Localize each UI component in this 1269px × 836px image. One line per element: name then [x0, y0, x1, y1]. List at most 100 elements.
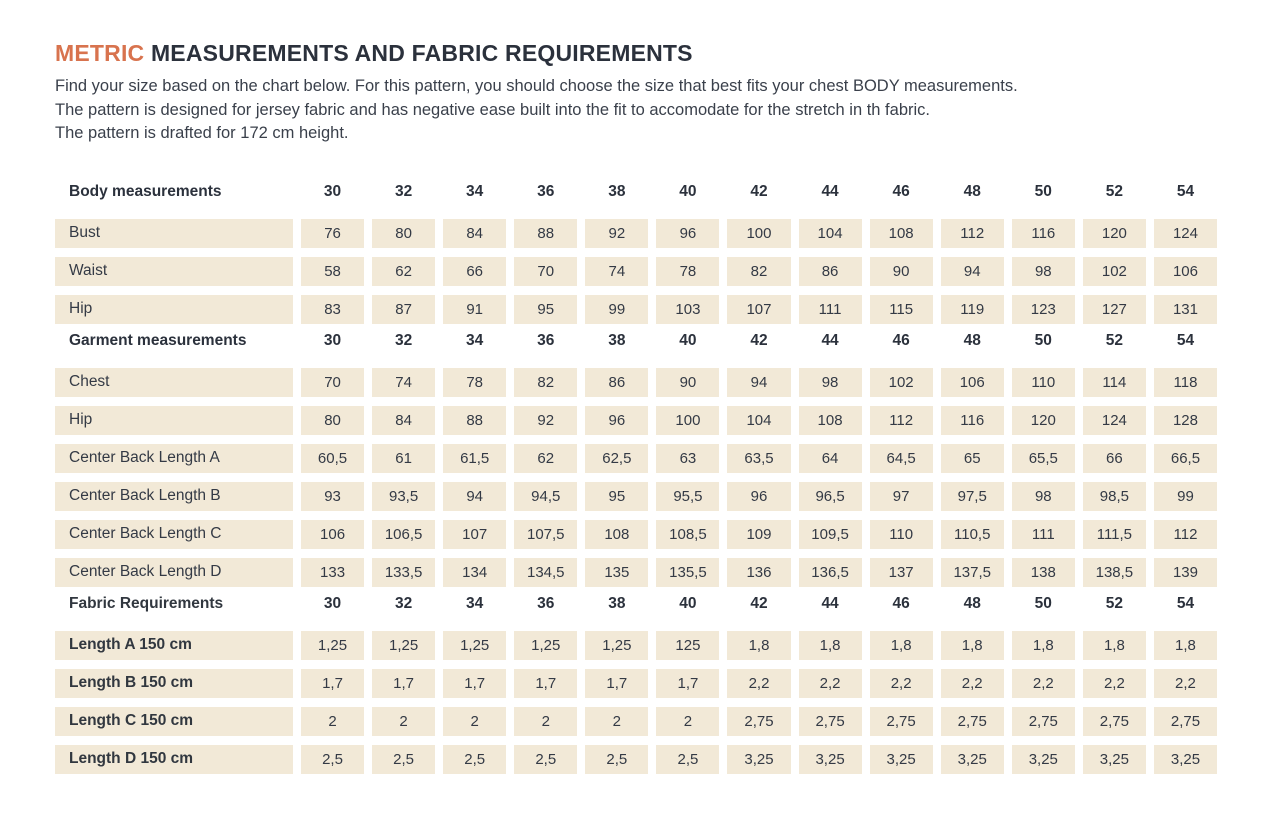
- size-column-header: 50: [1034, 595, 1052, 612]
- table-row: Length A 150 cm 1,25 1,25 1,25 1,25 1,25 125 1,…: [55, 630, 1217, 660]
- table-row: Hip 83 87 91 95 99 103 107 111 115 119 123 127 131: [55, 294, 1217, 324]
- value-cell: 78: [656, 256, 720, 286]
- value-cell: 90: [656, 367, 720, 397]
- value-cell: 1,25: [514, 630, 578, 660]
- value-cell: 91: [443, 294, 507, 324]
- value-cell: 108: [869, 218, 933, 248]
- value-cell: 95: [585, 481, 649, 511]
- value-cell: 2,5: [514, 744, 578, 774]
- value-cell: 2: [301, 706, 365, 736]
- value-cell: 1,25: [372, 630, 436, 660]
- value-cell: 3,25: [727, 744, 791, 774]
- value-cell: 110: [1011, 367, 1075, 397]
- value-cell: 1,8: [798, 630, 862, 660]
- size-column-header: 42: [750, 332, 768, 349]
- value-cell: 95,5: [656, 481, 720, 511]
- value-cell: 65,5: [1011, 443, 1075, 473]
- section-header-row: Garment measurements 30 32 34 36 38 40 42 44 46 48…: [55, 327, 1217, 356]
- value-cell: 80: [301, 405, 365, 435]
- value-cell: 1,25: [443, 630, 507, 660]
- value-cell: 65: [940, 443, 1004, 473]
- value-cell: 1,8: [1011, 630, 1075, 660]
- size-column-header: 52: [1105, 332, 1123, 349]
- size-column-header: 32: [394, 332, 413, 349]
- size-column-header: 46: [892, 183, 910, 200]
- table-row: Center Back Length B 93 93,5 94 94,5 95 95,5 96…: [55, 481, 1217, 511]
- size-column-header: 34: [466, 595, 484, 612]
- value-cell: 120: [1011, 405, 1075, 435]
- value-cell: 1,7: [585, 668, 649, 698]
- value-cell: 86: [798, 256, 862, 286]
- size-column-header: 46: [892, 595, 910, 612]
- size-column-header: 30: [323, 332, 342, 349]
- table-row: Bust 76 80 84 88 92 96 100 104 108 112 116 120 124: [55, 218, 1217, 248]
- section-header-row: Body measurements 30 32 34 36 38 40 42 44 46 48 50 5…: [55, 178, 1217, 207]
- value-cell: 2: [514, 706, 578, 736]
- size-column-header: 54: [1176, 332, 1195, 349]
- value-cell: 2,2: [940, 668, 1004, 698]
- size-column-header: 38: [608, 595, 626, 612]
- value-cell: 99: [1153, 481, 1217, 511]
- value-cell: 94,5: [514, 481, 578, 511]
- value-cell: 138,5: [1082, 557, 1146, 587]
- value-cell: 94: [940, 256, 1004, 286]
- size-column-header: 52: [1105, 595, 1123, 612]
- value-cell: 63: [656, 443, 720, 473]
- value-cell: 107,5: [514, 519, 578, 549]
- value-cell: 107: [443, 519, 507, 549]
- value-cell: 62: [372, 256, 436, 286]
- value-cell: 134: [443, 557, 507, 587]
- value-cell: 2,75: [798, 706, 862, 736]
- value-cell: 1,7: [656, 668, 720, 698]
- value-cell: 64,5: [869, 443, 933, 473]
- value-cell: 106: [940, 367, 1004, 397]
- table-row: Center Back Length D 133 133,5 134 134,5 135 1…: [55, 557, 1217, 587]
- value-cell: 125: [656, 630, 720, 660]
- size-column-header: 38: [608, 332, 626, 349]
- value-cell: 2: [372, 706, 436, 736]
- value-cell: 112: [940, 218, 1004, 248]
- value-cell: 62,5: [585, 443, 649, 473]
- size-column-header: 42: [750, 595, 768, 612]
- value-cell: 1,8: [1153, 630, 1217, 660]
- intro-paragraph: Find your size based on the chart below.…: [55, 75, 1217, 146]
- value-cell: 2,5: [585, 744, 649, 774]
- value-cell: 116: [940, 405, 1004, 435]
- value-cell: 114: [1082, 367, 1146, 397]
- intro-line-3: The pattern is drafted for 172 cm height…: [55, 124, 349, 142]
- value-cell: 2,2: [1082, 668, 1146, 698]
- value-cell: 108: [798, 405, 862, 435]
- value-cell: 2: [443, 706, 507, 736]
- value-cell: 2,2: [1011, 668, 1075, 698]
- value-cell: 96: [656, 218, 720, 248]
- value-cell: 102: [869, 367, 933, 397]
- table-row: Hip 80 84 88 92 96 100 104 108 112 116 120 124 128: [55, 405, 1217, 435]
- value-cell: 104: [798, 218, 862, 248]
- value-cell: 82: [514, 367, 578, 397]
- row-label: Center Back Length D: [55, 557, 293, 587]
- size-column-header: 30: [323, 183, 342, 200]
- value-cell: 76: [301, 218, 365, 248]
- intro-line-1: Find your size based on the chart below.…: [55, 77, 1018, 95]
- size-column-header: 40: [679, 595, 697, 612]
- value-cell: 2,75: [940, 706, 1004, 736]
- value-cell: 2: [585, 706, 649, 736]
- value-cell: 110: [869, 519, 933, 549]
- value-cell: 116: [1011, 218, 1075, 248]
- size-column-header: 38: [608, 183, 626, 200]
- value-cell: 63,5: [727, 443, 791, 473]
- section-header-row: Fabric Requirements 30 32 34 36 38 40 42 44 46 48 5…: [55, 590, 1217, 619]
- value-cell: 131: [1153, 294, 1217, 324]
- value-cell: 2,75: [1082, 706, 1146, 736]
- value-cell: 1,7: [372, 668, 436, 698]
- value-cell: 98: [798, 367, 862, 397]
- value-cell: 3,25: [940, 744, 1004, 774]
- value-cell: 135,5: [656, 557, 720, 587]
- value-cell: 96: [585, 405, 649, 435]
- size-column-header: 50: [1034, 332, 1052, 349]
- value-cell: 98: [1011, 481, 1075, 511]
- value-cell: 127: [1082, 294, 1146, 324]
- size-column-header: 46: [892, 332, 910, 349]
- value-cell: 58: [301, 256, 365, 286]
- value-cell: 2,2: [1153, 668, 1217, 698]
